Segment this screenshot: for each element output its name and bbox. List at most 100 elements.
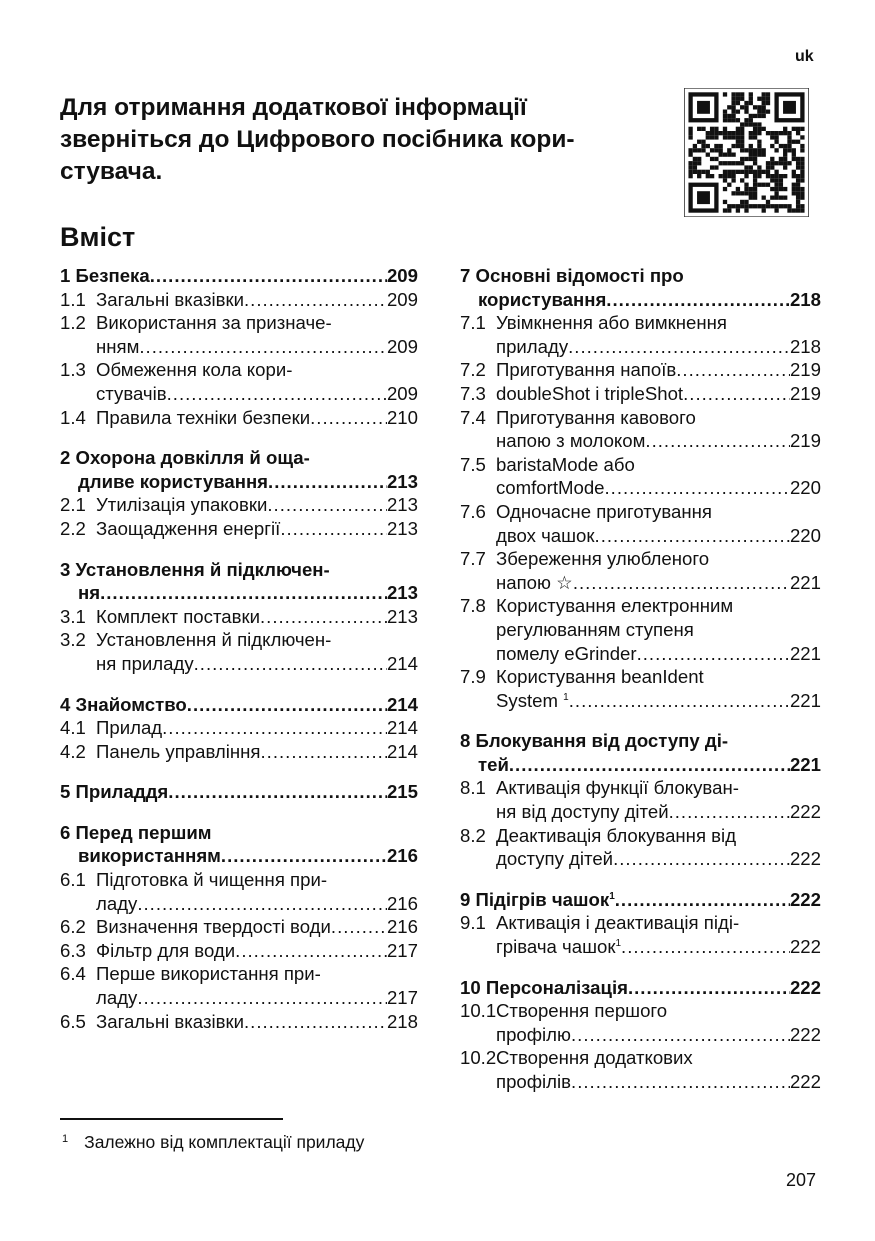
toc-section-heading[interactable]: 9 Підігрів чашок1 222 xyxy=(460,888,821,912)
toc-title-text: регулюванням ступеня xyxy=(496,618,694,640)
toc-entry[interactable]: 7.8 Користування електронним регулюванням … xyxy=(460,594,821,665)
toc-number: 2.2 xyxy=(60,517,86,539)
language-code: uk xyxy=(795,48,814,65)
toc-number: 7.2 xyxy=(460,359,486,381)
toc-number: 10.2 xyxy=(460,1047,497,1069)
toc-title-text: користування xyxy=(478,288,607,310)
toc-line-text: 7.5 baristaMode або xyxy=(460,453,635,477)
toc-entry[interactable]: 6.3 Фільтр для води 217 xyxy=(60,939,418,963)
qr-code-icon xyxy=(684,88,809,217)
toc-entry[interactable]: 1.1 Загальні вказівки 209 xyxy=(60,288,418,312)
toc-title-text: профілю xyxy=(496,1023,571,1045)
dot-leader xyxy=(569,689,790,713)
toc-entry[interactable]: 1.2 Використання за призначе-нням 209 xyxy=(60,311,418,358)
toc-entry[interactable]: 1.3 Обмеження кола кори-стувачів 209 xyxy=(60,358,418,405)
toc-line-text: 1.4 Правила техніки безпеки xyxy=(60,406,310,430)
toc-line-text: 5 Приладдя xyxy=(60,780,168,804)
toc-line-text: 3 Установлення й підключен- xyxy=(60,558,330,582)
toc-line: 1.4 Правила техніки безпеки 210 xyxy=(60,406,418,430)
toc-line: 6.1 Підготовка й чищення при- xyxy=(60,868,418,892)
dot-leader xyxy=(613,847,790,871)
toc-line-text: ладу xyxy=(96,986,137,1010)
toc-page-number: 213 xyxy=(386,494,418,516)
toc-line: 7 Основні відомості про xyxy=(460,264,821,288)
toc-entry[interactable]: 6.2 Визначення твердості води 216 xyxy=(60,915,418,939)
toc-line-text: ня приладу xyxy=(96,652,194,676)
toc-number: 4 xyxy=(60,693,71,715)
toc-line: дливе користування 213 xyxy=(60,470,418,494)
toc-section-heading[interactable]: 5 Приладдя 215 xyxy=(60,780,418,804)
toc-line-text: 3.1 Комплект поставки xyxy=(60,605,260,629)
toc-number: 7.4 xyxy=(460,406,486,428)
toc-line: 7.4 Приготування кавового xyxy=(460,406,821,430)
toc-entry[interactable]: 8.2 Деактивація блокування від доступу діт… xyxy=(460,824,821,871)
toc-number: 3.2 xyxy=(60,629,86,651)
dot-leader xyxy=(676,358,790,382)
toc-line: 10 Персоналізація 222 xyxy=(460,976,821,1000)
toc-entry[interactable]: 1.4 Правила техніки безпеки 210 xyxy=(60,406,418,430)
dot-leader xyxy=(683,382,790,406)
toc-entry[interactable]: 7.3 doubleShot і tripleShot 219 xyxy=(460,382,821,406)
toc-title-text: Охорона довкілля й оща- xyxy=(75,447,310,469)
toc-entry[interactable]: 4.1 Прилад 214 xyxy=(60,716,418,740)
toc-page-number: 210 xyxy=(386,406,418,428)
toc-number: 6.5 xyxy=(60,1010,86,1032)
toc-page-number: 218 xyxy=(789,288,821,310)
toc-section-heading[interactable]: 2 Охорона довкілля й оща-дливе користува… xyxy=(60,446,418,493)
toc-entry[interactable]: 6.1 Підготовка й чищення при-ладу 216 xyxy=(60,868,418,915)
toc-number: 7.3 xyxy=(460,382,486,404)
toc-line-text: 3.2 Установлення й підключен- xyxy=(60,628,331,652)
toc-line-text: профілів xyxy=(496,1070,571,1094)
toc-title-text: Створення додаткових xyxy=(496,1047,693,1069)
toc-line: тей 221 xyxy=(460,753,821,777)
toc-entry[interactable]: 2.2 Заощадження енергії 213 xyxy=(60,517,418,541)
dot-leader xyxy=(137,986,387,1010)
toc-entry[interactable]: 6.5 Загальні вказівки 218 xyxy=(60,1010,418,1034)
toc-entry[interactable]: 3.1 Комплект поставки 213 xyxy=(60,605,418,629)
toc-title-text: Збереження улюбленого xyxy=(496,548,710,570)
toc-line: 8.2 Деактивація блокування від xyxy=(460,824,821,848)
toc-entry[interactable]: 6.4 Перше використання при-ладу 217 xyxy=(60,962,418,1009)
toc-title-text: Використання за призначе- xyxy=(96,312,332,334)
toc-section-heading[interactable]: 8 Блокування від доступу ді-тей 221 xyxy=(460,729,821,776)
toc-entry[interactable]: 4.2 Панель управління 214 xyxy=(60,740,418,764)
toc-line: напою з молоком 219 xyxy=(460,429,821,453)
toc-entry[interactable]: 8.1 Активація функції блокуван-ня від дос… xyxy=(460,776,821,823)
dot-leader xyxy=(260,740,386,764)
toc-title-text: Загальні вказівки xyxy=(96,288,244,310)
toc-entry[interactable]: 9.1 Активація і деактивація піді-грівача … xyxy=(460,911,821,958)
toc-page-number: 214 xyxy=(386,693,418,715)
toc-line: ня від доступу дітей 222 xyxy=(460,800,821,824)
toc-line: 7.5 baristaMode або xyxy=(460,453,821,477)
toc-number: 2.1 xyxy=(60,494,86,516)
toc-number: 7.1 xyxy=(460,312,486,334)
toc-section-heading[interactable]: 1 Безпека 209 xyxy=(60,264,418,288)
toc-title-text: ня приладу xyxy=(96,652,194,674)
toc-entry[interactable]: 2.1 Утилізація упаковки 213 xyxy=(60,493,418,517)
toc-section-heading[interactable]: 10 Персоналізація 222 xyxy=(460,976,821,1000)
toc-page-number: 215 xyxy=(386,781,418,803)
toc-column-right: 7 Основні відомості прокористування2187.… xyxy=(460,264,821,1111)
toc-section-heading[interactable]: 4 Знайомство 214 xyxy=(60,693,418,717)
dot-leader xyxy=(187,693,387,717)
dot-leader xyxy=(310,406,387,430)
toc-title-text: ладу xyxy=(96,892,138,914)
toc-section-heading[interactable]: 3 Установлення й підключен-ня 213 xyxy=(60,558,418,605)
toc-title-text: Визначення твердості води xyxy=(96,916,331,938)
toc-number: 7.7 xyxy=(460,548,486,570)
toc-entry[interactable]: 3.2 Установлення й підключен-ня приладу 21… xyxy=(60,628,418,675)
toc-page-number: 209 xyxy=(386,335,418,357)
toc-page-number: 221 xyxy=(789,642,821,664)
page-number: 207 xyxy=(786,1170,817,1190)
toc-entry[interactable]: 7.2 Приготування напоїв 219 xyxy=(460,358,821,382)
